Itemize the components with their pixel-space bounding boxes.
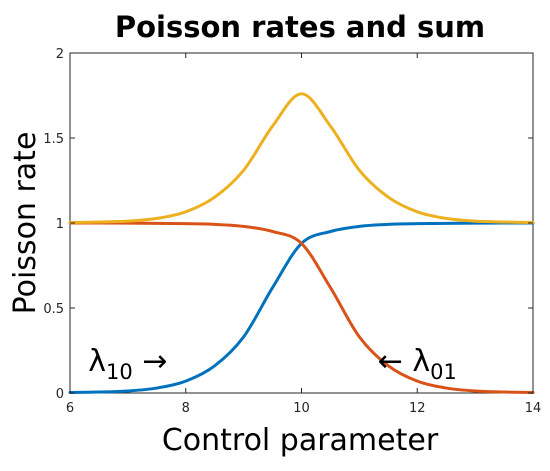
x-axis-label: Control parameter bbox=[162, 423, 439, 458]
chart-title: Poisson rates and sum bbox=[115, 10, 485, 44]
x-tick-label: 14 bbox=[525, 401, 542, 416]
x-tick-label: 6 bbox=[66, 401, 74, 416]
curves bbox=[68, 92, 535, 394]
y-tick-label: 0.5 bbox=[43, 302, 64, 317]
y-tick-label: 2 bbox=[56, 47, 64, 62]
x-tick-label: 12 bbox=[409, 401, 426, 416]
x-tick-label: 10 bbox=[293, 401, 310, 416]
y-axis-label: Poisson rate bbox=[8, 132, 43, 315]
y-tick-label: 1 bbox=[56, 217, 64, 232]
series-line-yellow bbox=[68, 92, 535, 224]
tick-labels: 6 8 10 12 14 0 0.5 1 1.5 2 bbox=[43, 47, 541, 416]
series-line-orange bbox=[68, 221, 535, 394]
lambda-10-annotation: λ10 → bbox=[88, 344, 167, 384]
y-tick-label: 0 bbox=[56, 387, 64, 402]
lambda-01-annotation: ← λ01 bbox=[378, 344, 457, 384]
annotations: λ10 → ← λ01 bbox=[88, 344, 457, 384]
x-tick-label: 8 bbox=[182, 401, 190, 416]
y-tick-label: 1.5 bbox=[43, 132, 64, 147]
